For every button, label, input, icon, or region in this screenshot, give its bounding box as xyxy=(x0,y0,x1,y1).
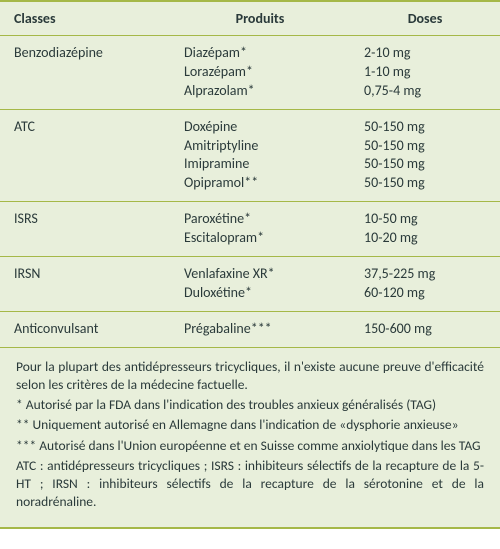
cell-class: Benzodiazépine xyxy=(0,36,170,110)
table-row: IRSNVenlafaxine XR*Duloxétine*37,5-225 m… xyxy=(0,257,500,312)
header-doses: Doses xyxy=(350,2,500,36)
footnote-line: * Autorisé par la FDA dans l'indication … xyxy=(16,396,484,414)
cell-doses: 2-10 mg1-10 mg0,75-4 mg xyxy=(350,36,500,110)
product-item: Lorazépam* xyxy=(184,63,336,82)
product-item: Amitriptyline xyxy=(184,137,336,156)
cell-products: Diazépam*Lorazépam*Alprazolam* xyxy=(170,36,350,110)
cell-doses: 150-600 mg xyxy=(350,311,500,346)
product-item: Escitalopram* xyxy=(184,229,336,248)
footnote-line: Pour la plupart des antidépresseurs tric… xyxy=(16,358,484,394)
footnote-line: ** Uniquement autorisé en Allemagne dans… xyxy=(16,416,484,434)
drug-table-card: Classes Produits Doses BenzodiazépineDia… xyxy=(0,0,500,529)
cell-products: Prégabaline*** xyxy=(170,311,350,346)
dose-item: 1-10 mg xyxy=(364,63,486,82)
product-item: Prégabaline*** xyxy=(184,320,336,339)
table-body: BenzodiazépineDiazépam*Lorazépam*Alprazo… xyxy=(0,36,500,347)
table-row: Anticonvulsant Prégabaline*** 150-600 mg xyxy=(0,311,500,346)
dose-item: 50-150 mg xyxy=(364,137,486,156)
dose-item: 50-150 mg xyxy=(364,118,486,137)
product-item: Doxépine xyxy=(184,118,336,137)
cell-doses: 37,5-225 mg60-120 mg xyxy=(350,257,500,312)
product-item: Opipramol** xyxy=(184,174,336,193)
header-classes: Classes xyxy=(0,2,170,36)
product-item: Alprazolam* xyxy=(184,82,336,101)
header-produits: Produits xyxy=(170,2,350,36)
footnote-line: ATC : antidépresseurs tricycliques ; ISR… xyxy=(16,457,484,512)
footnotes: Pour la plupart des antidépresseurs tric… xyxy=(0,347,500,528)
product-item: Diazépam* xyxy=(184,44,336,63)
table-row: BenzodiazépineDiazépam*Lorazépam*Alprazo… xyxy=(0,36,500,110)
cell-products: DoxépineAmitriptylineImipramineOpipramol… xyxy=(170,109,350,202)
footnote-line: *** Autorisé dans l'Union européenne et … xyxy=(16,437,484,455)
cell-class: ATC xyxy=(0,109,170,202)
product-item: Duloxétine* xyxy=(184,284,336,303)
cell-products: Venlafaxine XR*Duloxétine* xyxy=(170,257,350,312)
dose-item: 10-20 mg xyxy=(364,229,486,248)
cell-products: Paroxétine*Escitalopram* xyxy=(170,202,350,257)
table-row: ATCDoxépineAmitriptylineImipramineOpipra… xyxy=(0,109,500,202)
cell-class: ISRS xyxy=(0,202,170,257)
drug-table: Classes Produits Doses BenzodiazépineDia… xyxy=(0,2,500,347)
cell-doses: 50-150 mg50-150 mg50-150 mg50-150 mg xyxy=(350,109,500,202)
dose-item: 37,5-225 mg xyxy=(364,265,486,284)
dose-item: 50-150 mg xyxy=(364,174,486,193)
product-item: Imipramine xyxy=(184,155,336,174)
cell-class: IRSN xyxy=(0,257,170,312)
product-item: Venlafaxine XR* xyxy=(184,265,336,284)
table-header-row: Classes Produits Doses xyxy=(0,2,500,36)
dose-item: 0,75-4 mg xyxy=(364,82,486,101)
dose-item: 2-10 mg xyxy=(364,44,486,63)
dose-item: 10-50 mg xyxy=(364,210,486,229)
product-item: Paroxétine* xyxy=(184,210,336,229)
table-row: ISRSParoxétine*Escitalopram*10-50 mg10-2… xyxy=(0,202,500,257)
dose-item: 60-120 mg xyxy=(364,284,486,303)
dose-item: 150-600 mg xyxy=(364,320,486,339)
dose-item: 50-150 mg xyxy=(364,155,486,174)
cell-class: Anticonvulsant xyxy=(0,311,170,346)
cell-doses: 10-50 mg10-20 mg xyxy=(350,202,500,257)
